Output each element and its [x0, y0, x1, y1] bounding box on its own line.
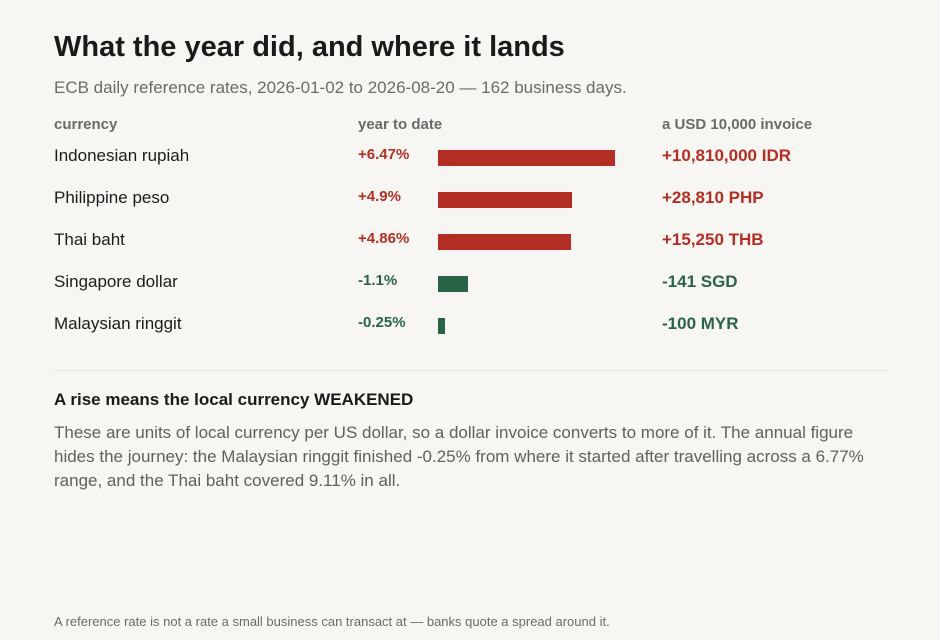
ytd-change-bar — [438, 150, 616, 166]
ytd-change-label: -1.1% — [358, 272, 398, 289]
currency-name: Indonesian rupiah — [54, 146, 190, 165]
ytd-change-bar — [438, 192, 573, 208]
table-row: Indonesian rupiah +6.47% +10,810,000 IDR — [0, 138, 940, 178]
note-heading: A rise means the local currency WEAKENED — [54, 390, 414, 409]
invoice-change-label: +28,810 PHP — [662, 188, 764, 207]
page-title: What the year did, and where it lands — [54, 31, 565, 63]
ytd-change-bar — [438, 318, 445, 334]
column-header-currency: currency — [54, 116, 118, 133]
ytd-change-bar — [438, 234, 572, 250]
table-row: Singapore dollar -1.1% -141 SGD — [0, 264, 940, 304]
page-subtitle: ECB daily reference rates, 2026-01-02 to… — [54, 78, 627, 97]
ytd-change-label: +6.47% — [358, 146, 410, 163]
ytd-change-label: +4.9% — [358, 188, 401, 205]
invoice-change-label: -100 MYR — [662, 314, 739, 333]
ytd-change-label: -0.25% — [358, 314, 406, 331]
column-header-invoice: a USD 10,000 invoice — [662, 116, 813, 133]
invoice-change-label: +10,810,000 IDR — [662, 146, 792, 165]
ytd-change-bar — [438, 276, 469, 292]
currency-name: Thai baht — [54, 230, 125, 249]
footer-note: A reference rate is not a rate a small b… — [54, 614, 610, 629]
table-row: Philippine peso +4.9% +28,810 PHP — [0, 180, 940, 220]
section-divider — [54, 370, 888, 371]
invoice-change-label: +15,250 THB — [662, 230, 764, 249]
currency-name: Malaysian ringgit — [54, 314, 182, 333]
note-body: These are units of local currency per US… — [54, 423, 864, 490]
currency-name: Philippine peso — [54, 188, 170, 207]
column-header-year-to-date: year to date — [358, 116, 443, 133]
ytd-change-label: +4.86% — [358, 230, 410, 247]
invoice-change-label: -141 SGD — [662, 272, 738, 291]
table-row: Malaysian ringgit -0.25% -100 MYR — [0, 306, 940, 346]
currency-name: Singapore dollar — [54, 272, 178, 291]
table-row: Thai baht +4.86% +15,250 THB — [0, 222, 940, 262]
